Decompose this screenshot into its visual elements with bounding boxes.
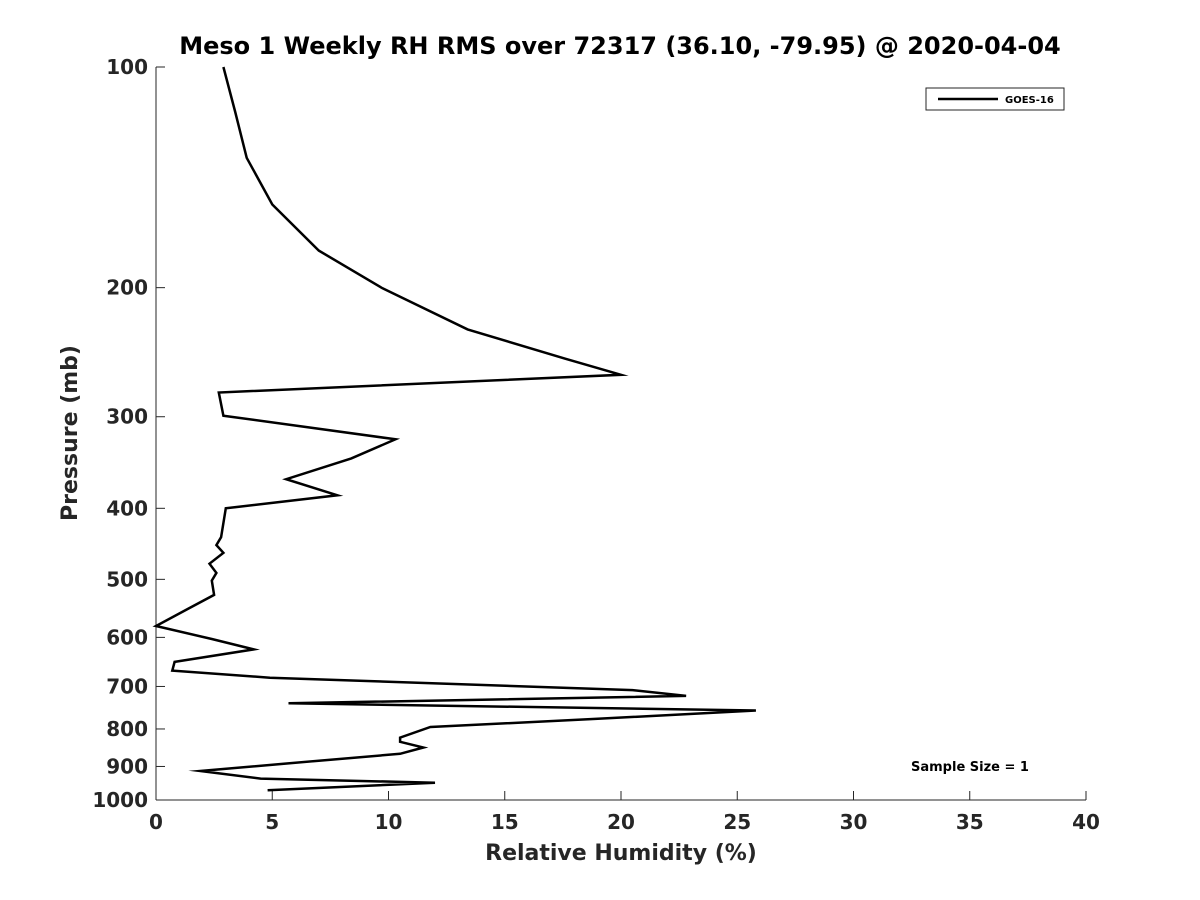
x-tick-label: 25	[723, 810, 751, 834]
y-tick-label: 600	[106, 625, 148, 649]
x-axis-label: Relative Humidity (%)	[485, 841, 757, 866]
x-tick-label: 20	[607, 810, 635, 834]
legend-label-goes-16: GOES-16	[1005, 95, 1054, 106]
x-tick-label: 0	[149, 810, 163, 834]
sample-size-annotation: Sample Size = 1	[911, 760, 1029, 775]
y-tick-label: 900	[106, 754, 148, 778]
series-line-goes-16	[152, 66, 756, 792]
legend: GOES-16	[925, 87, 1065, 111]
y-tick-label: 700	[106, 674, 148, 698]
x-tick-label: 30	[840, 810, 868, 834]
y-tick-label: 400	[106, 496, 148, 520]
y-tick-label: 200	[106, 276, 148, 300]
x-tick-label: 35	[956, 810, 984, 834]
y-axis-label: Pressure (mb)	[58, 345, 83, 521]
chart-title: Meso 1 Weekly RH RMS over 72317 (36.10, …	[179, 32, 1061, 60]
y-tick-label: 300	[106, 405, 148, 429]
y-tick-label: 800	[106, 717, 148, 741]
y-tick-label: 500	[106, 567, 148, 591]
x-tick-label: 5	[265, 810, 279, 834]
x-tick-label: 10	[375, 810, 403, 834]
x-tick-label: 15	[491, 810, 519, 834]
y-tick-label: 1000	[92, 788, 148, 812]
y-axis-ticks: 100 200 300 400 500 600 700 800 900 1000	[92, 55, 165, 812]
series-layer	[152, 66, 756, 792]
x-axis-ticks: 0 5 10 15 20 25 30 35 40	[149, 791, 1100, 834]
x-tick-label: 40	[1072, 810, 1100, 834]
y-tick-label: 100	[106, 55, 148, 79]
